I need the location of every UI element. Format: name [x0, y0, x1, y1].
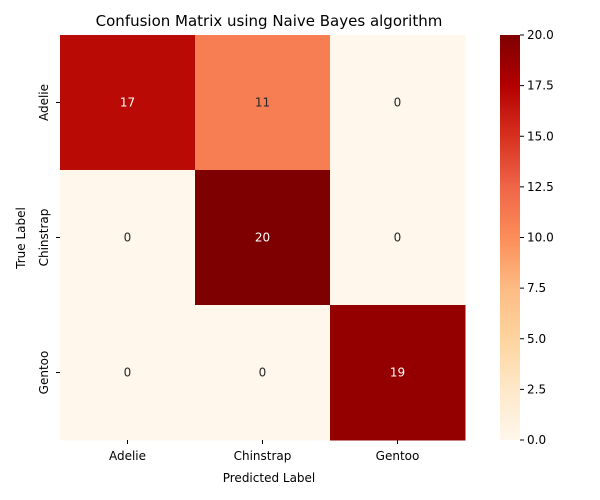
- chart-title: Confusion Matrix using Naive Bayes algor…: [96, 12, 443, 30]
- colorbar-tick-label: 0.0: [527, 433, 546, 447]
- cell-value-label: 19: [390, 366, 405, 380]
- heatmap-cell: [195, 170, 331, 306]
- colorbar: 0.0 2.5 5.0 7.5 10.0 12.5 15.0 17.5 20.0: [500, 28, 554, 447]
- cell-value-label: 0: [124, 366, 132, 380]
- colorbar-tick-label: 15.0: [527, 129, 554, 143]
- colorbar-scale: [500, 35, 520, 440]
- heatmap-cell: [60, 305, 196, 441]
- y-tick-label: Gentoo: [37, 351, 51, 395]
- x-tick-label: Gentoo: [376, 449, 420, 463]
- cell-value-label: 0: [259, 366, 267, 380]
- colorbar-tick-label: 10.0: [527, 231, 554, 245]
- cell-value-label: 11: [255, 96, 270, 110]
- cell-value-label: 17: [120, 96, 135, 110]
- x-axis-ticks: Adelie Chinstrap Gentoo: [109, 440, 419, 463]
- heatmap-cell: [330, 35, 466, 171]
- colorbar-tick-label: 20.0: [527, 28, 554, 42]
- cell-value-label: 20: [255, 231, 270, 245]
- y-tick-label: Adelie: [37, 84, 51, 121]
- colorbar-tick-label: 17.5: [527, 79, 554, 93]
- cell-value-label: 0: [394, 96, 402, 110]
- heatmap-cell: [60, 35, 196, 171]
- heatmap-cells: 17 11 0 0 20 0 0 0 19: [60, 35, 466, 441]
- x-tick-label: Chinstrap: [234, 449, 292, 463]
- y-axis-label: True Label: [14, 207, 28, 270]
- x-axis-label: Predicted Label: [223, 471, 316, 485]
- x-tick-label: Adelie: [109, 449, 146, 463]
- heatmap-cell: [330, 305, 466, 441]
- heatmap-cell: [330, 170, 466, 306]
- colorbar-tick-label: 7.5: [527, 281, 546, 295]
- y-axis-ticks: Adelie Chinstrap Gentoo: [37, 84, 60, 394]
- y-tick-label: Chinstrap: [37, 209, 51, 267]
- heatmap-cell: [60, 170, 196, 306]
- cell-value-label: 0: [394, 231, 402, 245]
- heatmap-cell: [195, 305, 331, 441]
- colorbar-tick-label: 12.5: [527, 180, 554, 194]
- colorbar-tick-label: 5.0: [527, 332, 546, 346]
- cell-value-label: 0: [124, 231, 132, 245]
- colorbar-tick-label: 2.5: [527, 382, 546, 396]
- heatmap-cell: [195, 35, 331, 171]
